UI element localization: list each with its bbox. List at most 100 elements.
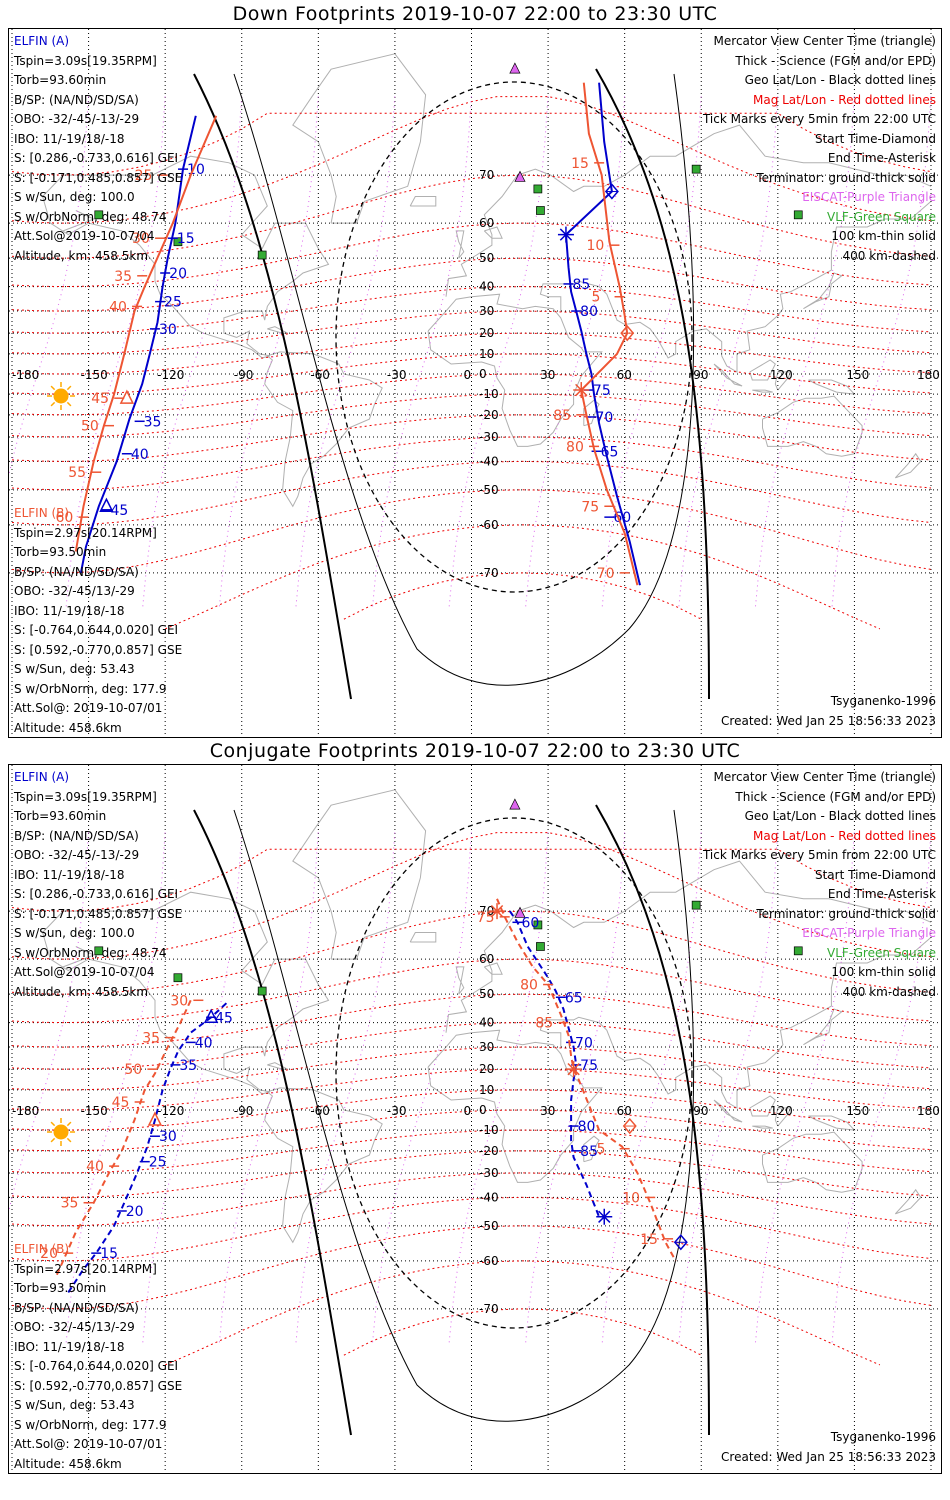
elfin-b-info-line: IBO: 11/-19/18/-18 bbox=[14, 603, 125, 618]
track-tick-label: 50 bbox=[124, 1062, 142, 1078]
created-timestamp: Created: Wed Jan 25 18:56:33 2023 bbox=[721, 713, 936, 728]
elfin-b-info-line: OBO: -32/-45/13/-29 bbox=[14, 1320, 135, 1334]
map-panel-down: -180 -150 -120 -90 -60 -30 0 30 60 90 120 150 180 70 6… bbox=[8, 28, 942, 738]
coastline bbox=[803, 1008, 843, 1046]
elfin-b-info-line: S: [-0.764,0.644,0.020] GEI bbox=[14, 623, 179, 637]
track-tick-label: 35 bbox=[144, 414, 162, 430]
lon-tick-label: -150 bbox=[81, 368, 108, 382]
track-tick-label: 75 bbox=[580, 1058, 598, 1074]
mag-parallel bbox=[165, 1260, 881, 1366]
coastline bbox=[808, 1115, 856, 1131]
track-tick-label: 25 bbox=[135, 168, 153, 184]
track-tick-label: 75 bbox=[581, 499, 599, 515]
mag-parallel bbox=[11, 310, 932, 355]
sun-ray bbox=[50, 1121, 56, 1127]
track-tick-label: 75 bbox=[593, 383, 611, 399]
mag-parallel bbox=[11, 1172, 932, 1227]
elfin-b-info: ELFIN (B) Tspin=2.97s[20.14RPM] Torb=93.5… bbox=[14, 504, 182, 735]
coastline bbox=[445, 860, 932, 1033]
track-tick-label: 30 bbox=[132, 231, 150, 247]
lon-tick-label: 0 bbox=[464, 368, 472, 382]
mag-parallel bbox=[165, 524, 881, 630]
elfin_a-track bbox=[67, 1002, 228, 1294]
elfin_b-track bbox=[54, 999, 192, 1279]
lat-tick-label: 60 bbox=[479, 216, 494, 230]
elfin-b-info-line: Att.Sol@: 2019-10-07/01 bbox=[14, 701, 163, 715]
sun-icon bbox=[53, 388, 69, 404]
mag-parallel bbox=[11, 373, 932, 416]
mag-meridian bbox=[678, 94, 779, 607]
mag-meridian bbox=[372, 830, 472, 1343]
lat-tick-label: 10 bbox=[479, 347, 494, 361]
track-tick-label: 75 bbox=[477, 910, 495, 926]
lat-tick-label: 30 bbox=[479, 1040, 494, 1054]
end-asterisk-icon bbox=[559, 228, 573, 241]
track-tick-label: 40 bbox=[195, 1035, 213, 1051]
track-tick-label: 15 bbox=[100, 1246, 118, 1262]
mag-parallel bbox=[11, 1150, 932, 1198]
sun-ray bbox=[66, 1121, 72, 1127]
lat-tick-label: -70 bbox=[479, 1302, 499, 1316]
coastline bbox=[713, 363, 743, 387]
track-tick-label: 15 bbox=[640, 1232, 658, 1248]
mag-parallel bbox=[11, 393, 932, 438]
track-tick-label: 45 bbox=[110, 503, 128, 519]
lat-tick-label: 0 bbox=[479, 1103, 487, 1117]
mag-parallel bbox=[11, 1046, 932, 1091]
center-triangle-icon bbox=[119, 389, 135, 404]
legend-entry: 400 km-dashed bbox=[842, 984, 936, 999]
legend-entry: Mercator View Center Time (triangle) bbox=[713, 770, 936, 784]
elfin-a-info-line: Att.Sol@2019-10-07/04 bbox=[14, 965, 155, 979]
sun-ray bbox=[50, 1137, 56, 1143]
coastline bbox=[42, 891, 330, 1095]
elfin-a-info-line: Altitude, km: 458.5km bbox=[14, 248, 149, 263]
elfin-b-info-line: S: [0.592,-0.770,0.857] GSE bbox=[14, 642, 183, 657]
track-tick-label: 85 bbox=[553, 408, 571, 424]
mag-meridian bbox=[831, 830, 932, 1343]
vlf-square-icon bbox=[793, 946, 803, 956]
lat-tick-label: 20 bbox=[479, 1062, 494, 1076]
model-name: Tsyganenko-1996 bbox=[830, 1430, 936, 1444]
legend-entry: Geo Lat/Lon - Black dotted lines bbox=[744, 809, 936, 823]
track-tick-label: 65 bbox=[601, 444, 619, 460]
model-name: Tsyganenko-1996 bbox=[830, 694, 936, 708]
track-tick-label: 25 bbox=[164, 295, 182, 311]
legend-entry: 100 km-thin solid bbox=[831, 229, 936, 243]
mag-parallel bbox=[11, 436, 932, 491]
elfin-a-info-line: B/SP: (NA/ND/SD/SA) bbox=[14, 92, 139, 107]
elfin-b-info-line: OBO: -32/-45/13/-29 bbox=[14, 584, 135, 598]
mag-parallel bbox=[11, 174, 932, 259]
elfin_a-track bbox=[508, 910, 601, 1218]
elfin-a-info-line: S w/Sun, deg: 100.0 bbox=[14, 926, 135, 940]
lat-tick-label: -70 bbox=[479, 566, 499, 580]
lon-tick-label: -120 bbox=[157, 368, 184, 382]
elfin_a-track bbox=[79, 115, 197, 574]
mag-meridian bbox=[218, 830, 319, 1343]
legend-entry: Thick - Science (FGM and/or EPD) bbox=[735, 53, 936, 68]
mag-meridian bbox=[295, 94, 396, 607]
eiscat-triangle-icon bbox=[514, 170, 526, 182]
elfin-a-header: ELFIN (A) bbox=[14, 770, 70, 784]
track-tick-label: 80 bbox=[520, 978, 538, 994]
track-tick-label: 30 bbox=[170, 993, 188, 1009]
mag-meridian bbox=[448, 94, 549, 607]
elfin-b-info-line: Tspin=2.97s[20.14RPM] bbox=[14, 1261, 157, 1276]
elfin-a-info-line: S w/OrbNorm, deg: 48.74 bbox=[14, 945, 167, 960]
elfin-b-info-line: S w/OrbNorm, deg: 177.9 bbox=[14, 681, 167, 696]
coastline bbox=[409, 196, 437, 207]
track-tick-label: 10 bbox=[586, 238, 604, 254]
coastline bbox=[762, 395, 863, 457]
lat-tick-label: -20 bbox=[479, 1144, 499, 1158]
elfin_a-track bbox=[564, 82, 641, 586]
mag-meridian bbox=[65, 830, 166, 1343]
end-asterisk-icon bbox=[567, 1062, 580, 1076]
lon-tick-label: 60 bbox=[617, 1104, 632, 1118]
elfin-a-info-line: Altitude, km: 458.5km bbox=[14, 984, 149, 999]
lat-tick-label: 20 bbox=[479, 326, 494, 340]
mag-meridian bbox=[678, 830, 779, 1343]
lat-tick-label: 60 bbox=[479, 952, 494, 966]
mag-meridian bbox=[142, 830, 243, 1343]
track-tick-label: 35 bbox=[61, 1196, 79, 1212]
elfin-b-info-line: B/SP: (NA/ND/SD/SA) bbox=[14, 564, 139, 579]
elfin-a-info-line: S: [-0.171,0.485,0.857] GSE bbox=[14, 170, 183, 185]
